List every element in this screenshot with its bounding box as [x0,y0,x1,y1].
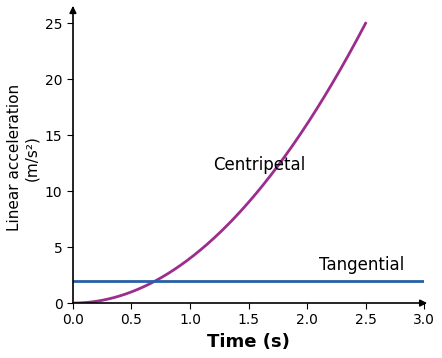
Text: Tangential: Tangential [319,256,404,274]
X-axis label: Time (s): Time (s) [207,333,290,351]
Text: Centripetal: Centripetal [213,156,306,174]
Y-axis label: Linear acceleration
(m/s²): Linear acceleration (m/s²) [7,84,39,231]
